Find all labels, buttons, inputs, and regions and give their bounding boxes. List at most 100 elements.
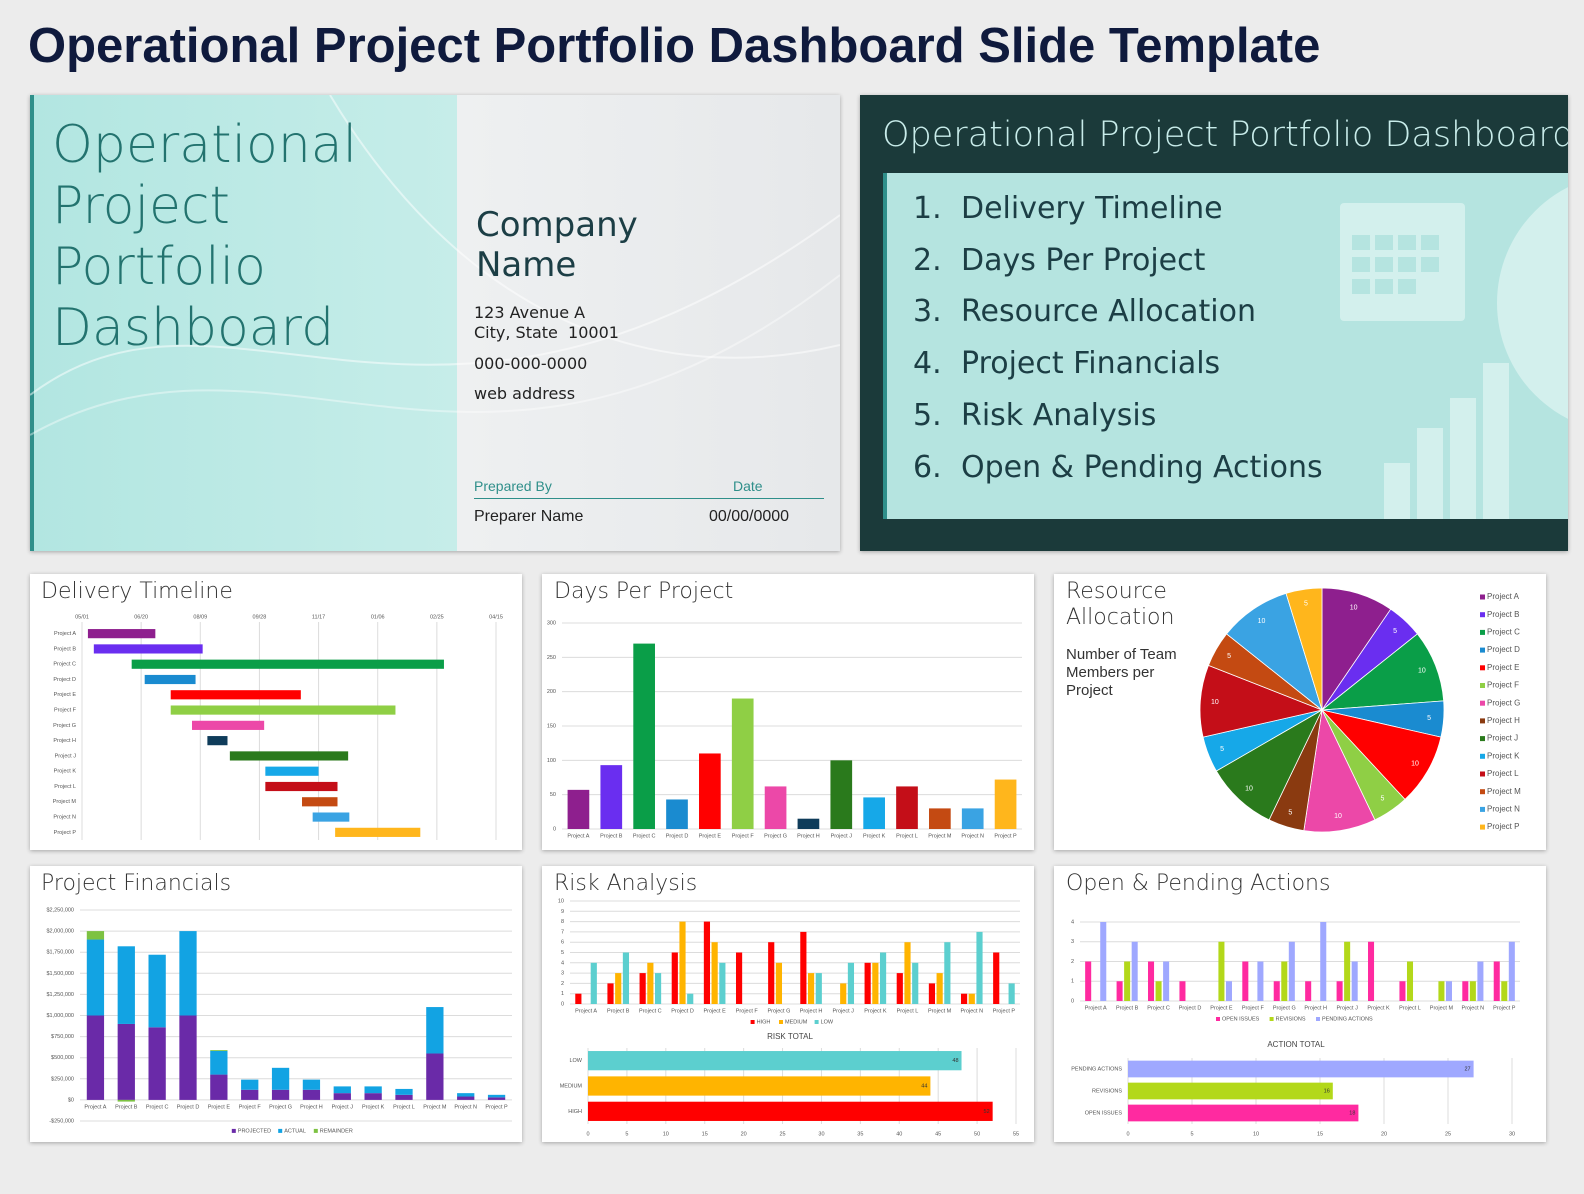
x-tick-label: 0 — [1126, 1131, 1129, 1137]
bar-segment — [457, 1093, 475, 1097]
x-tick-label: Project E — [699, 833, 722, 839]
category-label: Project F — [54, 708, 77, 714]
y-tick-label: 6 — [561, 940, 564, 946]
bar — [588, 1051, 962, 1071]
legend-label: REVISIONS — [1276, 1016, 1306, 1022]
panel-title: Delivery Timeline — [41, 579, 233, 604]
gantt-bar — [207, 736, 228, 746]
x-tick-label: 15 — [1317, 1131, 1323, 1137]
legend-swatch — [1480, 594, 1485, 600]
data-label: 5 — [1227, 653, 1231, 660]
bar — [588, 1101, 993, 1121]
legend-label: HIGH — [757, 1019, 771, 1025]
bar-segment — [395, 1088, 413, 1095]
agenda-item: Days Per Project — [961, 242, 1206, 278]
y-tick-label: $1,500,000 — [46, 971, 74, 977]
accent-bar — [883, 173, 887, 519]
x-tick-label: 10 — [1253, 1131, 1259, 1137]
prepared-by-label: Prepared By — [474, 478, 552, 494]
x-tick-label: Project L — [393, 1104, 415, 1110]
bar — [1116, 981, 1123, 1001]
x-tick-label: 20 — [741, 1131, 747, 1137]
x-tick-label: Project J — [1336, 1005, 1358, 1011]
legend-swatch — [1480, 824, 1485, 830]
data-label: 10 — [1350, 604, 1358, 611]
x-tick-label: Project A — [567, 833, 589, 839]
bar-segment — [241, 1089, 259, 1100]
bar — [666, 799, 688, 829]
title-slide: Operational Project Portfolio Dashboard … — [30, 95, 840, 551]
x-tick-label: 15 — [702, 1131, 708, 1137]
bar — [1155, 981, 1162, 1001]
bar — [1242, 961, 1249, 1001]
gantt-bar — [265, 766, 319, 776]
x-tick-label: Project C — [639, 1008, 662, 1014]
agenda-box: 1. Delivery Timeline 2. Days Per Project 3. R… — [887, 173, 1568, 519]
x-tick-label: Project P — [994, 833, 1017, 839]
bar — [1320, 922, 1327, 1001]
legend-swatch — [278, 1128, 283, 1133]
bar-segment — [302, 1089, 321, 1100]
data-label: 5 — [1381, 796, 1385, 803]
bar — [1124, 961, 1131, 1001]
bar — [944, 942, 951, 1004]
bar — [1085, 961, 1092, 1001]
x-tick-label: Project C — [1147, 1005, 1170, 1011]
bar-segment — [86, 1015, 105, 1100]
data-label: 10 — [1334, 813, 1342, 820]
agenda-slide: Operational Project Portfolio Dashboard … — [860, 95, 1568, 551]
x-tick-label: Project D — [671, 1008, 694, 1014]
x-tick-label: 20 — [1381, 1131, 1387, 1137]
bar — [768, 942, 775, 1004]
y-tick-label: $2,000,000 — [46, 929, 74, 935]
bar-segment — [426, 1053, 444, 1100]
agenda-number: 4. — [913, 346, 942, 382]
y-tick-label: $1,250,000 — [46, 992, 74, 998]
bar — [1008, 983, 1015, 1004]
gantt-bar — [93, 644, 203, 654]
gantt-bar — [302, 797, 338, 807]
accent-bar — [30, 95, 34, 551]
x-tick-label: Project M — [1430, 1005, 1454, 1011]
y-tick-label: 0 — [561, 1001, 564, 1007]
gantt-bar — [229, 751, 349, 761]
legend-label: Project P — [1487, 822, 1519, 831]
bar-segment — [271, 1067, 290, 1090]
bar — [719, 962, 726, 1004]
gantt-bar — [192, 720, 265, 730]
agenda-item: Risk Analysis — [961, 397, 1157, 433]
legend-swatch — [1480, 700, 1485, 706]
bar — [1128, 1104, 1359, 1122]
y-tick-label: $1,000,000 — [46, 1013, 74, 1019]
bar — [1368, 941, 1375, 1001]
data-label: 10 — [1411, 761, 1419, 768]
x-tick-label: Project E — [1210, 1005, 1233, 1011]
bar — [1257, 961, 1264, 1001]
bar-segment — [271, 1089, 290, 1100]
legend-swatch — [1480, 753, 1485, 759]
y-tick-label: 300 — [547, 620, 556, 626]
category-label: OPEN ISSUES — [1085, 1110, 1123, 1116]
bar-segment — [210, 1050, 228, 1051]
bar-segment — [210, 1074, 228, 1100]
bar-segment — [487, 1097, 506, 1100]
bar — [994, 779, 1017, 829]
legend-swatch — [1216, 1017, 1220, 1021]
y-tick-label: 150 — [547, 723, 556, 729]
x-tick-label: Project F — [239, 1104, 262, 1110]
gantt-bar — [335, 827, 421, 837]
x-tick-label: 09/28 — [253, 614, 267, 620]
chart-title: ACTION TOTAL — [1267, 1040, 1325, 1049]
x-tick-label: Project J — [332, 1104, 354, 1110]
bar — [633, 643, 655, 829]
bar — [864, 962, 871, 1004]
y-tick-label: 5 — [561, 950, 564, 956]
gantt-bar — [170, 705, 396, 715]
bar — [1508, 941, 1515, 1001]
y-tick-label: $2,250,000 — [46, 907, 74, 913]
legend-swatch — [1480, 718, 1485, 724]
bar-segment — [148, 954, 166, 1028]
data-label: 16 — [1324, 1088, 1330, 1094]
chart-title: RISK TOTAL — [767, 1032, 813, 1041]
